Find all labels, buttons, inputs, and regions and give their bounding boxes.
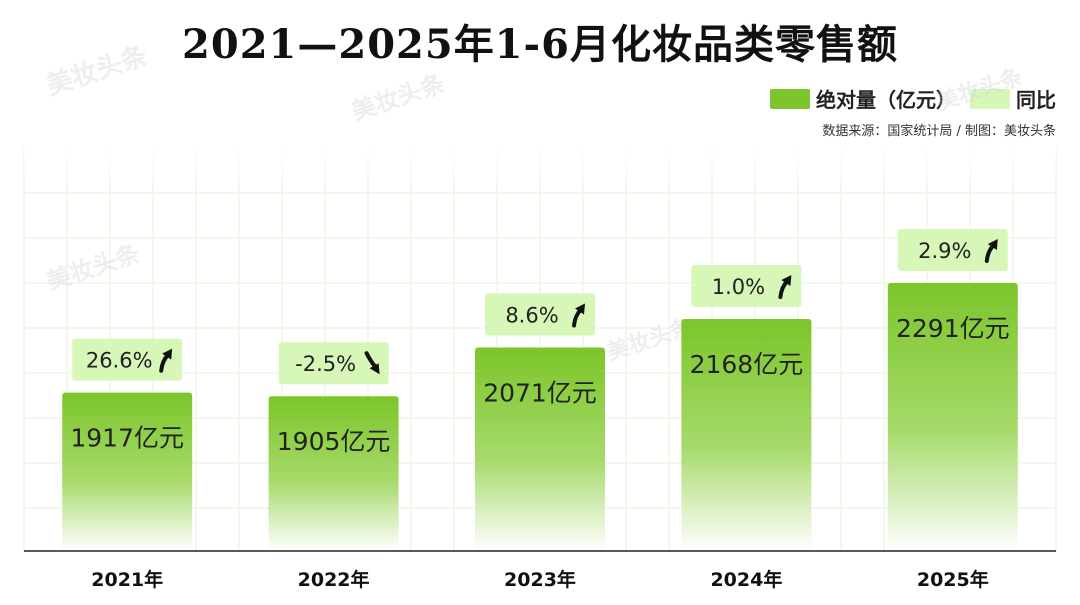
bar-group: 2071亿元 8.6% <box>475 293 605 551</box>
legend-swatch-yoy <box>970 88 1010 109</box>
watermark-text: 美妆头条 <box>934 63 1027 115</box>
up-arrow-icon <box>778 275 792 300</box>
bar <box>475 347 605 551</box>
yoy-label: 1.0% <box>712 275 765 299</box>
bar <box>887 282 1018 551</box>
yoy-box <box>897 228 1008 271</box>
legend-item-yoy: 同比 <box>970 84 1056 113</box>
legend-label-absolute: 绝对量（亿元） <box>816 88 956 112</box>
up-arrow-icon <box>572 303 585 328</box>
legend-label-yoy: 同比 <box>1016 88 1056 112</box>
watermark-text: 美妆头条 <box>43 239 144 296</box>
bar <box>681 319 812 551</box>
x-axis-tick-label: 2022年 <box>298 568 370 591</box>
yoy-box <box>691 265 802 308</box>
watermark-text: 美妆头条 <box>43 40 152 102</box>
yoy-box <box>72 338 183 381</box>
bar-value-label: 2291亿元 <box>896 314 1010 343</box>
bar <box>268 396 399 551</box>
x-axis-labels: 2021年 2022年 2023年 2024年 2025年 <box>91 568 988 591</box>
yoy-label: 26.6% <box>86 349 153 373</box>
bar-group: 2168亿元 1.0% <box>681 265 812 551</box>
bar-value-label: 2168亿元 <box>690 350 804 379</box>
source-note: 数据来源：国家统计局 / 制图：美妆头条 <box>822 124 1056 139</box>
up-arrow-icon <box>984 238 998 263</box>
yoy-label: 2.9% <box>918 239 971 263</box>
bar-value-label: 1917亿元 <box>70 424 184 453</box>
legend-swatch-absolute <box>770 88 810 109</box>
bar-group: 1917亿元 26.6% <box>62 338 193 551</box>
down-arrow-icon <box>364 351 380 375</box>
grid-fade <box>24 146 1056 186</box>
yoy-label: -2.5% <box>295 352 356 376</box>
chart-title: 2021—2025年1-6月化妆品类零售额 <box>182 21 898 68</box>
legend-item-absolute: 绝对量（亿元） <box>770 84 956 113</box>
bar-group: 2291亿元 2.9% <box>887 228 1018 551</box>
yoy-box <box>485 293 595 336</box>
x-axis-tick-label: 2025年 <box>917 568 989 591</box>
x-axis-tick-label: 2024年 <box>710 568 782 591</box>
x-axis-tick-label: 2023年 <box>504 568 576 591</box>
up-arrow-icon <box>159 348 173 373</box>
bar <box>62 392 193 551</box>
legend: 绝对量（亿元） 同比 <box>770 84 1056 113</box>
watermark-text: 美妆头条 <box>348 69 449 126</box>
x-axis-tick-label: 2021年 <box>91 568 163 591</box>
bar-value-label: 2071亿元 <box>483 379 597 408</box>
bar-value-label: 1905亿元 <box>277 427 391 456</box>
bar-group: 1905亿元 -2.5% <box>268 342 399 551</box>
bars: 1917亿元 26.6% 1905亿元 -2.5% 2071亿元 8.6% 2168亿元 1.… <box>62 228 1018 551</box>
yoy-box <box>278 342 389 385</box>
yoy-label: 8.6% <box>505 304 558 328</box>
